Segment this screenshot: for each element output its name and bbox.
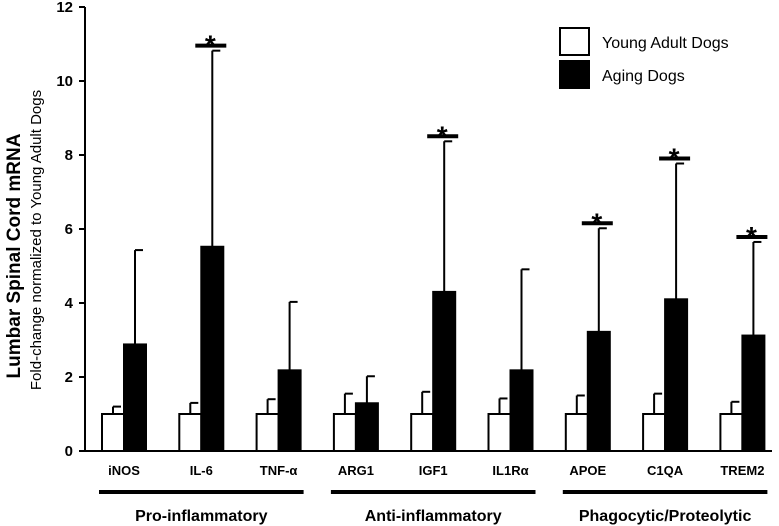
group-labels: Pro-inflammatory Anti-inflammatory Phagocy… (99, 490, 768, 525)
significance-star-TREM2: * (746, 221, 757, 252)
x-tick-label-ARG1: ARG1 (338, 463, 374, 478)
y-tick-label: 12 (56, 0, 73, 16)
y-tick-label: 10 (56, 73, 73, 90)
legend: Young Adult Dogs Aging Dogs (559, 27, 729, 89)
bar-young-ARG1 (332, 413, 357, 452)
bar-aging-C1QA (664, 298, 689, 452)
significance-star-C1QA: * (669, 143, 680, 174)
bar-aging-IL-6 (200, 245, 225, 452)
bar-young-TNF-α (255, 413, 280, 452)
significance-star-IGF1: * (437, 120, 448, 151)
bar-aging-iNOS (123, 343, 147, 452)
y-axis-label: Lumbar Spinal Cord mRNA Fold-change norm… (4, 90, 45, 390)
legend-swatch-young (559, 27, 590, 56)
y-tick-label: 2 (65, 369, 73, 386)
significance-star-IL-6: * (205, 30, 216, 61)
bar-young-APOE (564, 413, 589, 452)
bar-aging-ARG1 (354, 402, 379, 452)
significance-markers: * * * * * (195, 30, 768, 252)
y-axis-subtitle: Fold-change normalized to Young Adult Do… (28, 90, 45, 390)
y-tick-label: 6 (65, 221, 73, 238)
x-tick-label-iNOS: iNOS (108, 463, 140, 478)
group-label-Phagocytic/Proteolytic: Phagocytic/Proteolytic (579, 508, 752, 525)
bar-aging-IL1Rα (509, 369, 534, 452)
bar-aging-TREM2 (741, 334, 766, 452)
x-tick-label-IGF1: IGF1 (419, 463, 448, 478)
y-tick-label: 0 (65, 443, 73, 460)
x-tick-label-IL-6: IL-6 (190, 463, 213, 478)
error-bars (112, 49, 762, 414)
y-tick-label: 8 (65, 147, 73, 164)
x-tick-label-APOE: APOE (569, 463, 606, 478)
bar-aging-TNF-α (277, 369, 302, 452)
legend-swatch-aging (559, 60, 590, 89)
bar-young-iNOS (101, 413, 125, 452)
bar-young-C1QA (642, 413, 667, 452)
legend-label-aging: Aging Dogs (602, 68, 685, 85)
bar-young-TREM2 (719, 413, 744, 452)
x-tick-label-TREM2: TREM2 (720, 463, 764, 478)
bar-young-IL-6 (178, 413, 203, 452)
legend-label-young: Young Adult Dogs (602, 35, 729, 52)
bars (101, 245, 766, 452)
group-label-Pro-inflammatory: Pro-inflammatory (135, 508, 268, 525)
significance-star-APOE: * (591, 207, 602, 238)
y-axis-title: Lumbar Spinal Cord mRNA (4, 133, 25, 378)
y-tick-label: 4 (65, 295, 74, 312)
x-tick-label-TNF-α: TNF-α (260, 463, 298, 478)
x-tick-label-IL1Rα: IL1Rα (492, 463, 528, 478)
x-tick-label-C1QA: C1QA (647, 463, 684, 478)
x-tick-labels: iNOS IL-6 TNF-α ARG1 IGF1 IL1Rα APOE C1QA TREM2 (108, 463, 764, 478)
bar-young-IL1Rα (487, 413, 512, 452)
bar-aging-IGF1 (432, 290, 457, 452)
group-label-Anti-inflammatory: Anti-inflammatory (365, 508, 502, 525)
bar-young-IGF1 (410, 413, 435, 452)
bar-aging-APOE (586, 330, 611, 452)
